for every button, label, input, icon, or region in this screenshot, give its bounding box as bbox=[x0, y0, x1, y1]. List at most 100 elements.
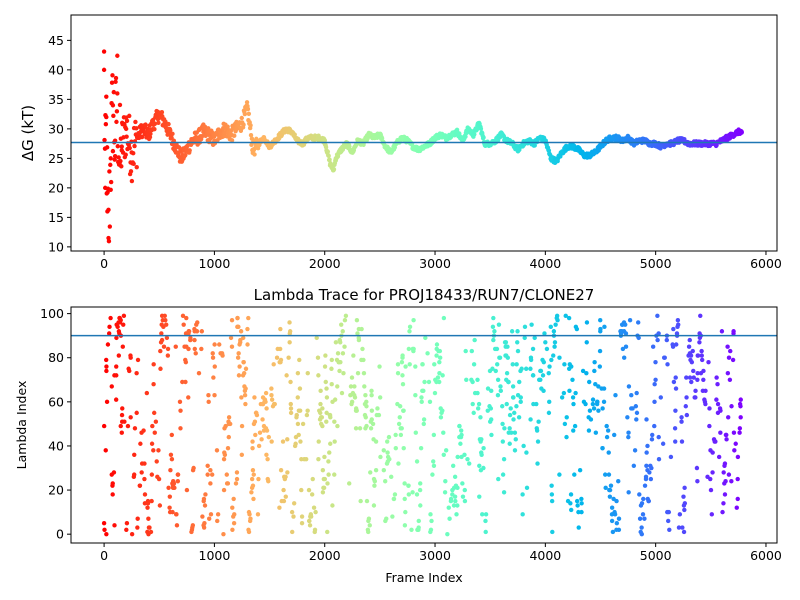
lambda-point bbox=[549, 483, 554, 488]
lambda-point bbox=[616, 527, 622, 532]
lambda-point bbox=[230, 527, 235, 532]
delta-g-point bbox=[107, 224, 113, 229]
lambda-point bbox=[390, 514, 395, 519]
delta-g-point bbox=[113, 75, 119, 81]
lambda-point bbox=[566, 315, 572, 321]
lambda-point bbox=[610, 529, 616, 535]
lambda-point bbox=[307, 518, 312, 524]
lambda-point bbox=[514, 404, 519, 409]
lambda-point bbox=[698, 313, 703, 319]
lambda-point bbox=[396, 461, 401, 466]
lambda-point bbox=[325, 481, 330, 486]
lambda-point bbox=[253, 432, 258, 438]
lambda-point bbox=[419, 395, 424, 400]
lambda-point bbox=[707, 423, 712, 429]
lambda-point bbox=[593, 430, 599, 435]
delta-g-points bbox=[101, 49, 744, 244]
lambda-point bbox=[421, 417, 427, 422]
lambda-point bbox=[725, 344, 730, 349]
lambda-point bbox=[324, 419, 329, 424]
lambda-point bbox=[307, 523, 313, 528]
lambda-point bbox=[231, 520, 237, 526]
lambda-point bbox=[441, 315, 447, 321]
delta-g-point bbox=[112, 154, 118, 159]
lambda-point bbox=[413, 430, 418, 435]
lambda-point bbox=[203, 492, 208, 497]
lambda-point bbox=[127, 368, 132, 374]
lambda-point bbox=[515, 329, 520, 334]
lambda-point bbox=[212, 393, 217, 398]
lambda-point bbox=[142, 501, 148, 506]
delta-g-point bbox=[140, 126, 145, 132]
delta-g-point bbox=[289, 129, 294, 135]
delta-g-point bbox=[421, 144, 427, 149]
lambda-point bbox=[609, 518, 615, 524]
lambda-point bbox=[528, 417, 533, 422]
delta-g-point bbox=[139, 134, 145, 140]
lambda-point bbox=[129, 531, 135, 537]
lambda-point bbox=[148, 529, 154, 535]
lambda-point bbox=[596, 384, 601, 389]
lambda-point bbox=[495, 393, 501, 398]
lambda-point bbox=[178, 408, 183, 413]
delta-g-point bbox=[116, 155, 121, 160]
lambda-point bbox=[462, 452, 467, 457]
lambda-point bbox=[300, 421, 306, 427]
lambda-point bbox=[400, 373, 405, 378]
lambda-point bbox=[250, 468, 256, 473]
lambda-point bbox=[595, 399, 600, 405]
lambda-point bbox=[647, 470, 652, 475]
lambda-point bbox=[695, 377, 700, 382]
lambda-point bbox=[222, 452, 228, 457]
lambda-point bbox=[384, 516, 389, 521]
lambda-point bbox=[590, 397, 596, 402]
lambda-point bbox=[151, 381, 156, 387]
lambda-point bbox=[483, 512, 489, 517]
lambda-point bbox=[728, 348, 733, 354]
delta-g-point bbox=[366, 132, 372, 137]
lambda-point bbox=[716, 454, 722, 460]
lambda-point bbox=[339, 390, 345, 396]
lambda-point bbox=[165, 346, 171, 352]
lambda-point bbox=[494, 346, 500, 352]
lambda-point bbox=[714, 397, 719, 402]
lambda-point bbox=[274, 355, 280, 360]
lambda-point bbox=[650, 432, 655, 438]
lambda-point bbox=[496, 322, 502, 327]
lambda-point bbox=[437, 348, 443, 354]
lambda-point bbox=[425, 351, 430, 356]
lambda-point bbox=[540, 373, 546, 378]
lambda-point bbox=[318, 401, 323, 407]
lambda-point bbox=[683, 404, 688, 409]
lambda-point bbox=[543, 340, 548, 345]
lambda-point bbox=[455, 454, 460, 460]
delta-g-point bbox=[327, 157, 332, 162]
lambda-point bbox=[431, 463, 437, 469]
lambda-point bbox=[103, 448, 108, 453]
lambda-point bbox=[208, 512, 214, 517]
lambda-point bbox=[407, 324, 413, 330]
lambda-point bbox=[289, 509, 295, 515]
lambda-point bbox=[169, 432, 175, 438]
lambda-point bbox=[402, 523, 408, 528]
lambda-point bbox=[101, 520, 107, 526]
delta-g-point bbox=[730, 132, 736, 137]
lambda-point bbox=[438, 415, 444, 420]
delta-g-point bbox=[222, 130, 228, 135]
lambda-point bbox=[364, 399, 369, 405]
lambda-point bbox=[354, 318, 360, 323]
delta-g-point bbox=[609, 135, 614, 140]
lambda-point bbox=[448, 496, 454, 502]
lambda-point bbox=[237, 364, 242, 369]
lambda-point bbox=[393, 432, 398, 438]
lambda-point bbox=[221, 531, 226, 537]
lambda-point bbox=[517, 379, 522, 385]
lambda-point bbox=[184, 315, 189, 321]
lambda-point bbox=[297, 357, 302, 363]
delta-g-point bbox=[129, 150, 134, 155]
delta-g-panel: 0 1000 2000 3000 4000 5000 6000 10 15 20 25 30 35 40… bbox=[19, 14, 782, 271]
delta-g-point bbox=[252, 152, 257, 157]
lambda-point bbox=[269, 393, 274, 398]
lambda-point bbox=[158, 348, 163, 354]
lambda-point bbox=[507, 441, 512, 446]
